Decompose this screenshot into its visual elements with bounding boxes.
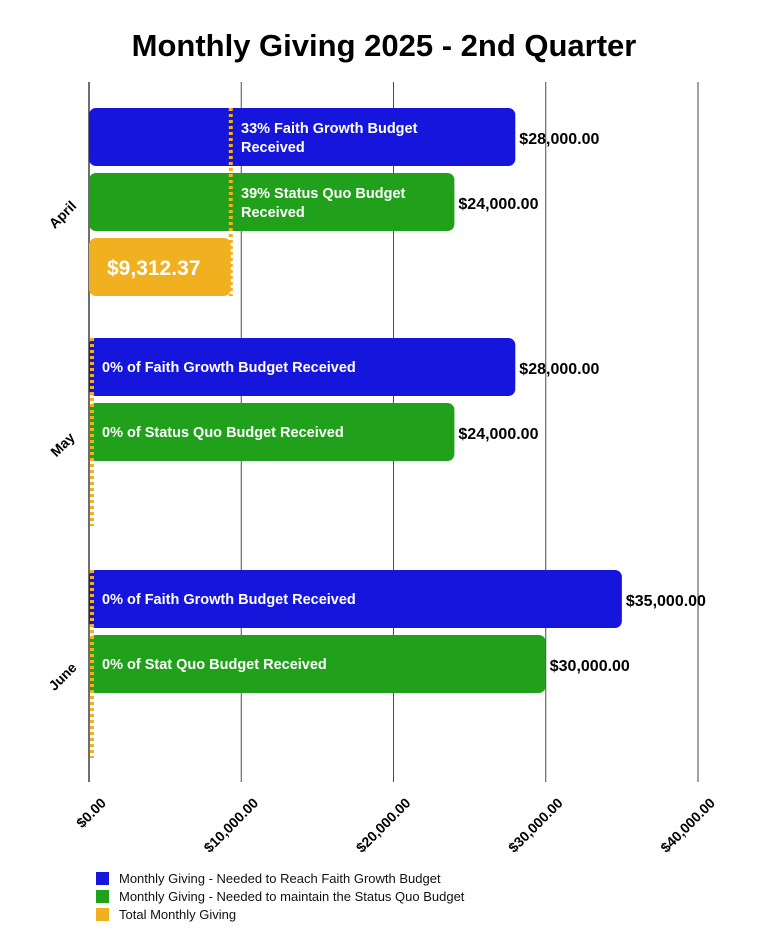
bar-inner-label: 0% of Status Quo Budget Received: [102, 425, 344, 441]
category-label: April: [46, 198, 80, 232]
chart-title: Monthly Giving 2025 - 2nd Quarter: [131, 28, 637, 63]
bar-value-label: $35,000.00: [626, 593, 706, 610]
bar: [89, 173, 455, 231]
bar-value-label: $28,000.00: [519, 361, 599, 378]
bar-inner-value-label: $9,312.37: [107, 257, 200, 280]
bar-inner-label: Received: [241, 140, 305, 156]
bar-value-label: $28,000.00: [519, 131, 599, 148]
bar-inner-label: 0% of Faith Growth Budget Received: [102, 360, 356, 376]
bar: [89, 108, 516, 166]
bar: [89, 238, 231, 296]
x-tick-label: $30,000.00: [505, 795, 566, 856]
legend-label-status-quo: Monthly Giving - Needed to maintain the …: [119, 888, 465, 904]
bar-value-label: $24,000.00: [458, 426, 538, 443]
legend-item-faith: Monthly Giving - Needed to Reach Faith G…: [96, 869, 464, 887]
bar: [89, 570, 622, 628]
category-label: May: [47, 429, 78, 460]
bar-inner-label: 0% of Faith Growth Budget Received: [102, 592, 356, 608]
legend-label-faith: Monthly Giving - Needed to Reach Faith G…: [119, 870, 441, 886]
legend-swatch-faith: [96, 871, 109, 885]
x-tick-label: $40,000.00: [657, 795, 718, 856]
bar-inner-label: 39% Status Quo Budget: [241, 186, 406, 202]
bar-inner-label: Received: [241, 205, 305, 221]
bar: [89, 403, 455, 461]
bar-value-label: $24,000.00: [458, 196, 538, 213]
bar-inner-label: 0% of Stat Quo Budget Received: [102, 657, 327, 673]
legend-item-status-quo: Monthly Giving - Needed to maintain the …: [96, 887, 464, 905]
x-tick-label: $0.00: [73, 795, 109, 831]
bar: [89, 338, 516, 396]
category-label: June: [45, 659, 80, 694]
legend-label-total: Total Monthly Giving: [119, 906, 237, 922]
x-tick-label: $20,000.00: [353, 795, 414, 856]
legend: Monthly Giving - Needed to Reach Faith G…: [96, 869, 464, 923]
x-tick-label: $10,000.00: [200, 795, 261, 856]
legend-swatch-total: [96, 907, 109, 921]
bar-value-label: $30,000.00: [550, 658, 630, 675]
bar-chart: $0.00 $10,000.00 $20,000.00 $30,000.00 $40,0…: [45, 82, 718, 856]
bar: [89, 635, 546, 693]
bar-inner-label: 33% Faith Growth Budget: [241, 121, 418, 137]
legend-swatch-status-quo: [96, 889, 109, 903]
legend-item-total: Total Monthly Giving: [96, 905, 464, 923]
